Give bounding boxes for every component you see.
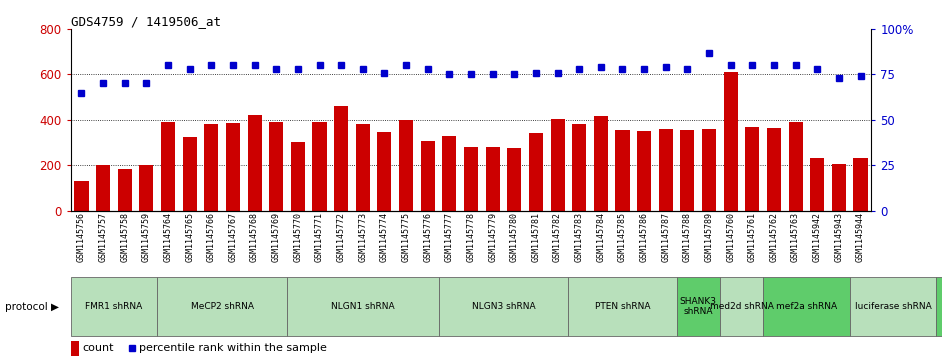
Bar xyxy=(118,168,132,211)
Bar xyxy=(637,131,651,211)
FancyBboxPatch shape xyxy=(763,277,850,337)
Bar xyxy=(680,130,694,211)
Bar xyxy=(399,120,414,211)
Bar xyxy=(486,147,499,211)
FancyBboxPatch shape xyxy=(71,277,157,337)
Text: luciferase shRNA: luciferase shRNA xyxy=(854,302,932,311)
Text: mef2a shRNA: mef2a shRNA xyxy=(776,302,837,311)
Text: percentile rank within the sample: percentile rank within the sample xyxy=(139,343,327,354)
Text: NLGN1 shRNA: NLGN1 shRNA xyxy=(331,302,395,311)
Bar xyxy=(226,123,240,211)
Text: protocol ▶: protocol ▶ xyxy=(5,302,58,312)
Text: PTEN shRNA: PTEN shRNA xyxy=(594,302,650,311)
Bar xyxy=(139,165,154,211)
Bar xyxy=(443,136,456,211)
Bar xyxy=(204,124,219,211)
Bar xyxy=(788,122,803,211)
Bar xyxy=(74,181,89,211)
Bar xyxy=(832,164,846,211)
Bar xyxy=(96,165,110,211)
FancyBboxPatch shape xyxy=(720,277,763,337)
Bar xyxy=(356,124,370,211)
FancyBboxPatch shape xyxy=(850,277,936,337)
FancyBboxPatch shape xyxy=(676,277,720,337)
Text: med2d shRNA: med2d shRNA xyxy=(709,302,773,311)
Bar xyxy=(528,133,543,211)
FancyBboxPatch shape xyxy=(157,277,287,337)
Bar xyxy=(421,141,435,211)
Bar xyxy=(572,124,586,211)
Bar xyxy=(745,127,759,211)
FancyBboxPatch shape xyxy=(568,277,676,337)
Bar xyxy=(183,137,197,211)
Bar xyxy=(464,147,478,211)
Text: FMR1 shRNA: FMR1 shRNA xyxy=(86,302,142,311)
Bar xyxy=(615,130,629,211)
Bar xyxy=(291,143,305,211)
FancyBboxPatch shape xyxy=(439,277,568,337)
Bar xyxy=(658,129,673,211)
FancyBboxPatch shape xyxy=(936,277,942,337)
Bar xyxy=(810,158,824,211)
Bar xyxy=(702,129,716,211)
Bar xyxy=(723,72,738,211)
Bar xyxy=(248,115,262,211)
FancyBboxPatch shape xyxy=(287,277,439,337)
Bar xyxy=(334,106,349,211)
Text: GDS4759 / 1419506_at: GDS4759 / 1419506_at xyxy=(71,15,220,28)
Text: MeCP2 shRNA: MeCP2 shRNA xyxy=(190,302,253,311)
Bar xyxy=(161,122,175,211)
Bar xyxy=(550,119,564,211)
Text: SHANK3
shRNA: SHANK3 shRNA xyxy=(680,297,717,317)
Bar xyxy=(313,122,327,211)
Bar xyxy=(71,341,79,356)
Bar xyxy=(593,117,608,211)
Bar xyxy=(378,132,392,211)
Text: count: count xyxy=(83,343,114,354)
Bar xyxy=(269,122,284,211)
Bar xyxy=(767,128,781,211)
Bar xyxy=(507,148,521,211)
Bar xyxy=(853,158,868,211)
Text: NLGN3 shRNA: NLGN3 shRNA xyxy=(472,302,535,311)
